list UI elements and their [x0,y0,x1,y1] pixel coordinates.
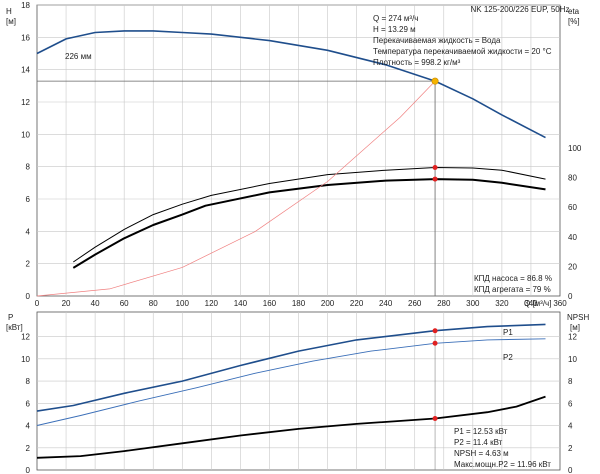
system-curve [36,80,436,297]
q-tick-label: 180 [292,299,306,308]
npsh-axis-unit: [м] [570,323,580,332]
q-tick-label: 320 [495,299,509,308]
h-tick-label: 6 [26,195,31,204]
npsh-tick-label: 8 [568,377,573,386]
q-tick-label: 60 [120,299,129,308]
eta-axis-title: eta [568,7,580,16]
flow-value: Q = 274 м³/ч [373,14,418,23]
q-tick-label: 100 [176,299,190,308]
pump-efficiency-marker [432,165,438,171]
head-operating-point [37,77,439,296]
npsh-tick-label: 2 [568,444,573,453]
power-grid [37,312,560,470]
power-curves [36,323,546,459]
p1-marker [432,328,438,334]
p-tick-label: 12 [21,333,30,342]
npsh-tick-label: 4 [568,422,573,431]
p2-value: P2 = 11.4 кВт [454,438,503,447]
q-tick-label: 240 [379,299,393,308]
power-tick-labels: 0 2 4 6 8 10 12 0 2 4 6 8 10 12 [21,333,577,474]
q-tick-label: 120 [205,299,219,308]
npsh-tick-label: 0 [568,466,573,474]
q-tick-label: 300 [466,299,480,308]
h-tick-label: 12 [21,98,30,107]
temperature-value: Температура перекачиваемой жидкости = 20… [373,47,552,56]
q-tick-label: 20 [62,299,71,308]
p-tick-label: 8 [26,377,31,386]
q-tick-label: 140 [234,299,248,308]
head-grid [37,4,560,296]
q-tick-label: 0 [35,299,40,308]
eta-tick-label: 80 [568,174,577,183]
q-tick-label: 340 [524,299,538,308]
npsh-tick-label: 12 [568,333,577,342]
h-tick-label: 8 [26,163,31,172]
npsh-tick-label: 6 [568,399,573,408]
h-tick-label: 10 [21,130,30,139]
h-axis-unit: [м] [6,17,16,26]
h-tick-label: 4 [26,227,31,236]
liquid-value: Перекачиваемая жидкость = Вода [373,36,501,45]
npsh-curve [36,395,546,459]
h-tick-label: 0 [26,292,31,301]
h-tick-label: 14 [21,66,30,75]
q-tick-label: 40 [91,299,100,308]
p-tick-label: 10 [21,355,30,364]
p2-marker [432,340,438,346]
q-tick-label: 160 [263,299,277,308]
h-tick-label: 16 [21,33,30,42]
p1-value: P1 = 12.53 кВт [454,427,508,436]
unit-efficiency-marker [432,176,438,182]
head-value: H = 13.29 м [373,25,416,34]
p-axis-title: P [8,313,13,322]
power-npsh-panel: 0 2 4 6 8 10 12 0 2 4 6 8 10 12 P [кВт] NPSH [м] P1 P… [6,311,589,474]
max-power-value: Макс.мощн.P2 = 11.96 кВт [454,460,551,469]
pump-efficiency-value: КПД насоса = 86.8 % [474,274,552,283]
p-tick-label: 4 [26,422,31,431]
q-tick-label: 280 [437,299,451,308]
q-tick-label: 200 [321,299,335,308]
q-tick-label: 220 [350,299,364,308]
eta-tick-label: 40 [568,233,577,242]
p2-curve-label: P2 [503,353,513,362]
duty-point-marker [431,77,439,85]
eta-tick-label: 60 [568,203,577,212]
model-label: NK 125-200/226 EUP, 50Hz [470,5,569,14]
density-value: Плотность = 998.2 кг/м³ [373,58,461,67]
h-tick-label: 2 [26,260,31,269]
q-tick-label: 260 [408,299,422,308]
p-axis-unit: [кВт] [6,323,23,332]
p1-curve-label: P1 [503,328,513,337]
npsh-marker [432,416,438,422]
h-axis-title: H [6,7,12,16]
eta-tick-label: 20 [568,262,577,271]
q-tick-label: 360 [553,299,567,308]
p1-curve [36,323,546,412]
eta-axis-unit: [%] [568,17,580,26]
eta_pump-curve [73,167,546,263]
impeller-diameter-label: 226 мм [65,52,92,61]
head-curves [36,30,546,297]
p-tick-label: 0 [26,466,31,474]
eta-tick-label: 0 [568,292,573,301]
power-operating-points [432,328,438,470]
npsh-value: NPSH = 4.63 м [454,449,509,458]
eta_unit-curve [72,178,546,269]
q-tick-label: 80 [149,299,158,308]
npsh-axis-title: NPSH [567,313,589,322]
q-axis-title: Q [м³/ч] [524,299,551,308]
h-tick-label: 18 [21,1,30,10]
unit-efficiency-value: КПД агрегата = 79 % [474,285,551,294]
head-curve [36,30,546,139]
p-tick-label: 2 [26,444,31,453]
eta-tick-label: 100 [568,144,582,153]
npsh-tick-label: 10 [568,355,577,364]
p-tick-label: 6 [26,399,31,408]
p2-curve [36,338,546,426]
